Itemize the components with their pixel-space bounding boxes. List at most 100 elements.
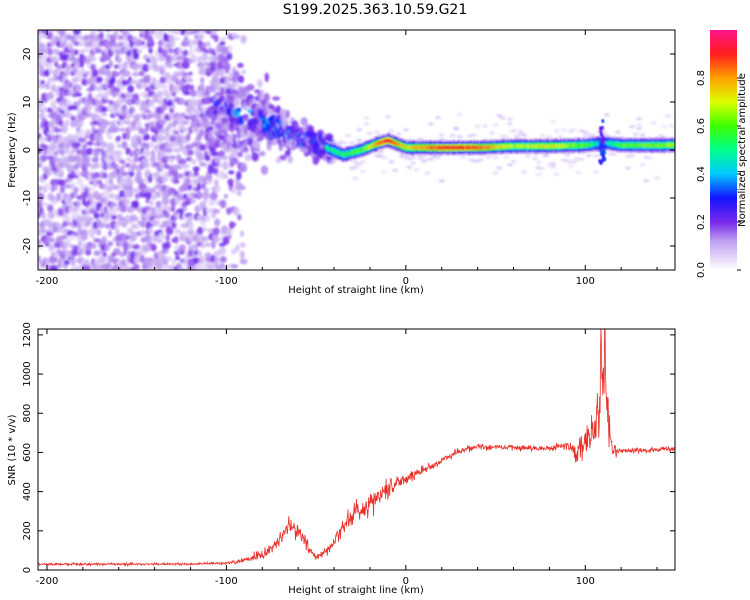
- spectrogram-cell: [614, 131, 621, 135]
- spectrogram-cell: [129, 233, 138, 242]
- spectrogram-ridge-cell: [575, 143, 577, 148]
- spectrogram-cell: [156, 113, 162, 122]
- spectrogram-ridge-cell: [464, 145, 466, 150]
- spectrogram-cell: [131, 231, 138, 236]
- spectrogram-cell: [46, 107, 53, 113]
- spectrogram-cell: [124, 92, 132, 99]
- spectrogram-cell: [263, 92, 270, 103]
- spectrogram-cell: [38, 33, 43, 40]
- spectrogram-cell: [542, 154, 549, 158]
- spectrogram-cell: [157, 134, 166, 142]
- spectrogram-cell: [228, 83, 236, 89]
- spectrogram-ridge-cell: [581, 143, 583, 148]
- spectrogram-cell: [129, 150, 134, 158]
- spectrogram-cell: [506, 122, 513, 126]
- spectrogram-cell: [363, 122, 370, 126]
- spectrogram-cell: [62, 215, 71, 222]
- spectrogram-cell: [210, 119, 216, 125]
- spectrogram-cell: [105, 177, 110, 185]
- spectrogram-ridge-cell: [596, 141, 598, 146]
- spectrogram-cell: [153, 64, 159, 73]
- spectrogram-cell: [58, 30, 66, 36]
- spectrogram-ridge-cell: [337, 150, 340, 155]
- spectrogram-cell: [165, 54, 173, 64]
- spectrogram-ridge-cell: [401, 143, 404, 148]
- y-tick-label: 600: [22, 443, 33, 462]
- spectrogram-ridge-cell: [640, 143, 642, 147]
- spectrogram-ridge-cell: [385, 139, 387, 143]
- spectrogram-cell: [238, 185, 246, 191]
- spectrogram-ridge-cell: [669, 143, 671, 147]
- spectrogram-cell: [557, 135, 564, 139]
- spectrogram-cell: [46, 62, 54, 69]
- spectrogram-cell: [417, 156, 424, 160]
- spectrogram-cell: [178, 158, 187, 165]
- spectrogram-ridge-cell: [573, 143, 576, 148]
- spectrogram-cell: [130, 106, 136, 113]
- spectrogram-cell: [219, 41, 226, 46]
- spectrogram-cell: [165, 93, 171, 101]
- spectrogram-cell: [87, 76, 95, 86]
- spectrogram-cell: [52, 221, 61, 227]
- spectrogram-cell: [232, 98, 241, 107]
- spectrogram-ridge-cell: [433, 145, 435, 150]
- spectrogram-cell: [308, 125, 315, 133]
- spectrogram-ridge-cell: [634, 143, 636, 148]
- spectrogram-ridge-cell: [475, 145, 478, 150]
- spectrogram-cell: [132, 244, 140, 250]
- spectrogram-cell: [149, 141, 154, 149]
- spectrogram-ridge-cell: [458, 145, 460, 150]
- spectrogram-cell: [240, 230, 245, 237]
- spectrogram-ridge-cell: [595, 141, 597, 146]
- spectrogram-cell: [239, 242, 246, 248]
- spectrogram-cell: [664, 114, 671, 118]
- spectrogram-cell: [85, 70, 91, 76]
- spectrogram-cell: [236, 107, 242, 113]
- spectrogram-cell: [70, 34, 77, 43]
- spectrogram-ridge-cell: [556, 143, 558, 148]
- spectrogram-cell: [268, 104, 275, 110]
- spectrogram-cell: [221, 56, 229, 64]
- spectrogram-ridge-cell: [400, 143, 402, 148]
- spectrogram-cell: [162, 65, 167, 70]
- spectrogram-ridge-cell: [561, 144, 563, 149]
- spectrogram-cell: [76, 177, 84, 186]
- spectrogram-ridge-cell: [418, 145, 420, 150]
- spectrogram-cell: [125, 132, 131, 141]
- spectrogram-cell: [47, 221, 54, 229]
- spectrogram-cell: [176, 55, 182, 61]
- spectrogram-ridge-cell: [360, 148, 362, 153]
- spectrogram-cell: [55, 192, 62, 202]
- spectrogram-cell: [582, 130, 589, 134]
- spectrogram-cell: [108, 178, 114, 185]
- spectrogram-cell: [496, 114, 503, 118]
- spectrogram-cell: [94, 264, 103, 270]
- spectrogram-cell: [194, 205, 201, 213]
- spectrogram-cell: [193, 170, 199, 177]
- spectrogram-ridge-cell: [659, 143, 661, 148]
- spectrogram-ridge-cell: [632, 143, 635, 148]
- spectrogram-cell: [94, 104, 100, 113]
- spectrogram-cell: [145, 191, 152, 200]
- spectrogram-cell: [38, 147, 43, 155]
- spectrogram-cell: [96, 229, 102, 236]
- spectrogram-cell: [352, 165, 359, 169]
- spectrogram-cell: [39, 136, 46, 144]
- spectrogram-cell: [251, 152, 259, 162]
- spectrogram-cell: [636, 123, 643, 127]
- spectrogram-ridge-cell: [668, 143, 670, 147]
- spectrogram-cell: [250, 111, 256, 117]
- spectrogram-cell: [85, 217, 94, 222]
- y-tick-label: 0: [22, 147, 33, 153]
- spectrogram-cell: [47, 131, 54, 136]
- spectrogram-cell: [521, 133, 528, 137]
- spectrogram-ridge-cell: [522, 144, 524, 149]
- spectrogram-cell: [184, 144, 193, 150]
- spectrogram-cell: [211, 74, 220, 84]
- spectrogram-cell: [171, 221, 177, 229]
- spectrogram-ridge-cell: [497, 144, 499, 149]
- spectrogram-cell: [45, 82, 50, 90]
- spectrogram-ridge-cell: [611, 141, 613, 146]
